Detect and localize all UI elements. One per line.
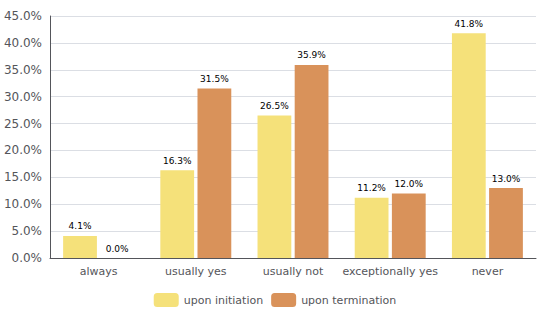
svg-text:usually yes: usually yes [165,265,227,278]
svg-text:31.5%: 31.5% [200,74,229,84]
svg-text:0.0%: 0.0% [106,244,129,254]
svg-text:0.0%: 0.0% [12,251,43,265]
svg-text:15.0%: 15.0% [4,170,42,184]
svg-text:41.8%: 41.8% [455,19,484,29]
svg-text:40.0%: 40.0% [4,36,42,50]
svg-text:13.0%: 13.0% [492,174,521,184]
svg-text:30.0%: 30.0% [4,90,42,104]
svg-text:26.5%: 26.5% [260,101,289,111]
svg-text:4.1%: 4.1% [69,221,92,231]
svg-text:45.0%: 45.0% [4,9,42,23]
svg-text:usually not: usually not [263,265,324,278]
svg-text:11.2%: 11.2% [357,183,386,193]
svg-text:12.0%: 12.0% [394,179,423,189]
svg-text:35.9%: 35.9% [297,50,326,60]
svg-text:20.0%: 20.0% [4,143,42,157]
svg-text:always: always [80,265,118,278]
svg-text:25.0%: 25.0% [4,117,42,131]
svg-text:35.0%: 35.0% [4,63,42,77]
svg-text:16.3%: 16.3% [163,156,192,166]
svg-text:never: never [472,265,504,278]
svg-text:5.0%: 5.0% [12,224,43,238]
svg-text:exceptionally yes: exceptionally yes [342,265,438,278]
svg-text:10.0%: 10.0% [4,197,42,211]
svg-text:upon initiation: upon initiation [184,294,263,307]
svg-text:upon termination: upon termination [301,294,396,307]
